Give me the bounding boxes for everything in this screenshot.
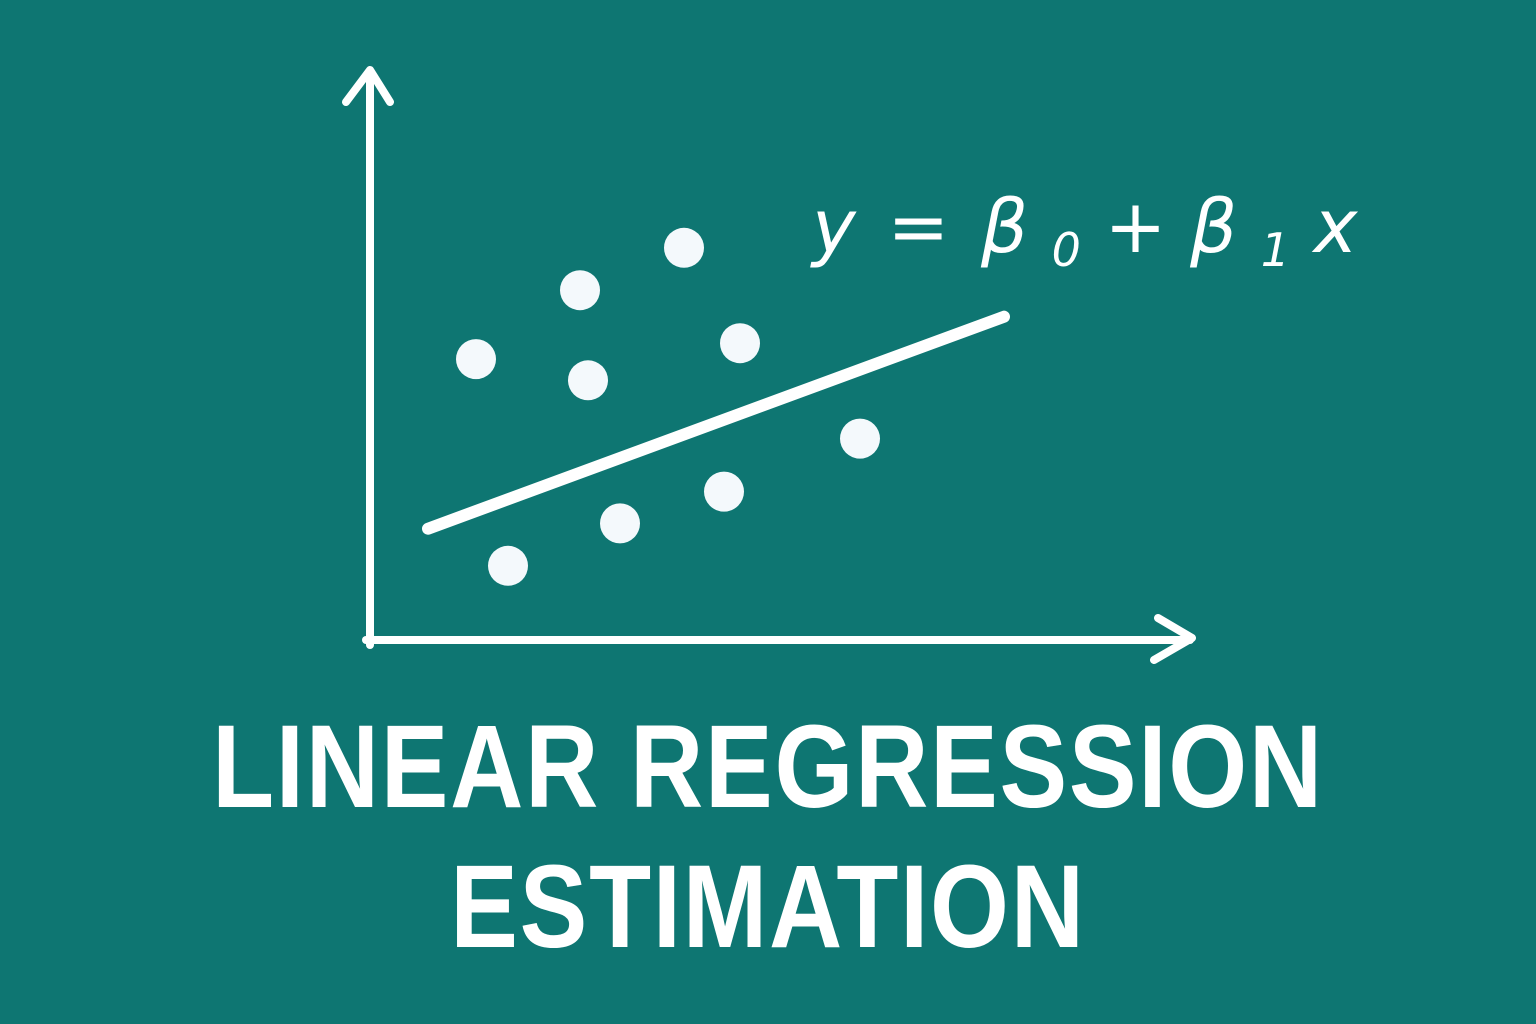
equation-equals: = (887, 184, 949, 270)
title-line-2: ESTIMATION (450, 841, 1086, 973)
regression-chart: y = β 0 + β 1 x (342, 66, 1359, 664)
data-point-6 (664, 227, 704, 268)
equation-plus: + (1104, 184, 1166, 270)
regression-equation: y = β 0 + β 1 x (810, 184, 1359, 284)
data-point-9 (840, 418, 880, 459)
x-axis (362, 614, 1196, 664)
equation-sub0: 0 (1052, 223, 1081, 277)
data-point-3 (560, 270, 600, 311)
y-axis-arrow-icon (342, 66, 394, 106)
regression-line (422, 310, 1010, 535)
x-axis-arrow-icon (1150, 614, 1196, 664)
data-point-2 (488, 545, 528, 586)
equation-beta0: β (980, 184, 1028, 270)
equation-beta1: β (1189, 184, 1237, 270)
data-point-5 (600, 503, 640, 544)
data-point-7 (704, 471, 744, 512)
data-point-4 (568, 360, 608, 401)
y-axis (342, 66, 394, 649)
data-point-1 (456, 339, 496, 380)
data-point-8 (720, 323, 760, 364)
data-points (456, 227, 880, 586)
title-line-1: LINEAR REGRESSION (212, 701, 1324, 833)
equation-sub1: 1 (1261, 223, 1290, 277)
equation-x: x (1312, 184, 1359, 270)
equation-y: y (810, 184, 857, 270)
